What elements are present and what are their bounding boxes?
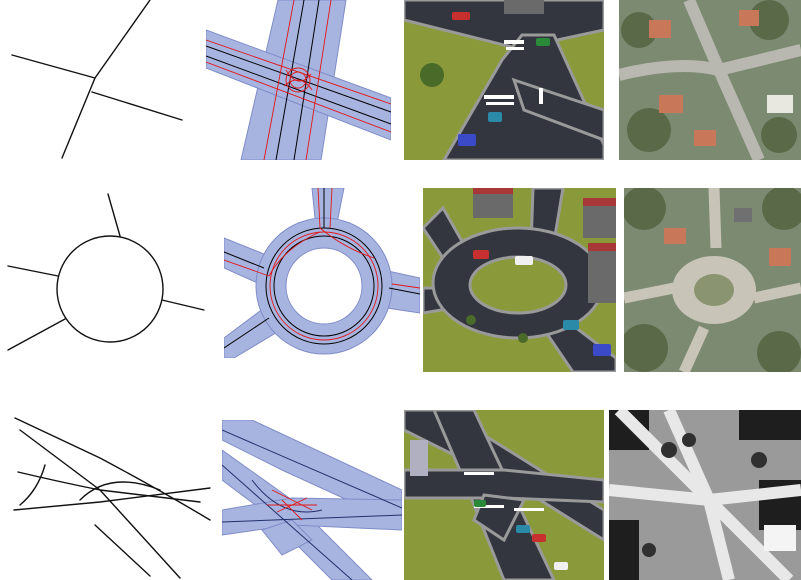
render-car-red (532, 534, 546, 542)
intersection-sketch (11, 0, 183, 159)
intersection-3d-render (404, 0, 604, 160)
render-building (410, 440, 428, 476)
render-crosswalks (484, 40, 543, 105)
sketch-road-diagonal (61, 0, 151, 159)
interchange-sketch-panel (0, 410, 214, 580)
roundabout-3d-panel (423, 188, 616, 372)
render-car-white (515, 256, 533, 265)
render-car-cyan (563, 320, 579, 330)
aerial-houses (649, 10, 759, 146)
sketch-road-east (91, 91, 183, 121)
intersection-network-panel (206, 0, 391, 160)
sketch-road-4 (13, 487, 211, 511)
render-roads (404, 0, 604, 160)
render-car-red (473, 250, 489, 259)
aerial-roundabout-island (694, 274, 734, 306)
interchange-3d-render (404, 410, 604, 580)
render-car-red (452, 12, 470, 20)
interchange-network (222, 420, 402, 580)
aerial-roads (609, 410, 801, 580)
sketch-arm-east (161, 299, 205, 311)
roundabout-3d-render (423, 188, 616, 372)
sketch-ramp-2 (79, 481, 161, 501)
sketch-road-2 (19, 429, 181, 579)
sketch-road-3 (17, 471, 201, 503)
network-roundabout-island (285, 247, 363, 325)
aerial-houses (664, 208, 791, 266)
render-trees (466, 315, 528, 343)
interchange-aerial-photo-bw (609, 410, 801, 580)
render-tree (420, 63, 444, 87)
network-connector-lines (267, 489, 317, 521)
render-car-blue (458, 134, 476, 146)
render-car-cyan (488, 112, 502, 122)
roundabout-network-panel (224, 188, 420, 358)
intersection-sketch-panel (0, 0, 200, 160)
aerial-building-white (764, 525, 796, 551)
render-building (504, 0, 544, 14)
render-car-green (536, 38, 550, 46)
sketch-arm-west (7, 265, 59, 277)
render-roundabout-island (468, 255, 568, 315)
render-car-white (554, 562, 568, 570)
network-lane-lines (224, 188, 420, 349)
intersection-aerial-photo (619, 0, 801, 160)
render-car-blue (593, 344, 611, 356)
roundabout-aerial-panel (624, 188, 801, 372)
interchange-network-panel (222, 420, 402, 580)
render-car-cyan (516, 525, 530, 533)
roundabout-sketch (7, 193, 205, 351)
render-buildings (473, 188, 616, 303)
render-car-green (474, 500, 486, 507)
network-road-surface (222, 420, 402, 580)
intersection-3d-panel (404, 0, 604, 160)
aerial-roads (624, 188, 801, 372)
sketch-road-west (11, 54, 96, 79)
network-lane-lines (206, 0, 391, 160)
network-connector-lines (206, 0, 391, 160)
aerial-trees (642, 433, 767, 557)
roundabout-sketch-panel (0, 188, 210, 358)
aerial-vegetation (621, 0, 797, 153)
network-connector-lines (224, 188, 420, 341)
aerial-roads (619, 0, 801, 160)
render-crosswalks (464, 472, 544, 511)
network-lane-lines (222, 429, 402, 580)
aerial-vegetation (624, 188, 801, 372)
interchange-3d-panel (404, 410, 604, 580)
intersection-network (206, 0, 391, 160)
roundabout-network (224, 188, 420, 358)
interchange-aerial-panel (609, 410, 801, 580)
aerial-house-white (767, 95, 793, 113)
sketch-arm-north (107, 193, 121, 237)
intersection-aerial-panel (619, 0, 801, 160)
sketch-roundabout-ring (56, 235, 164, 343)
sketch-ramp-1 (19, 464, 46, 506)
roundabout-aerial-photo (624, 188, 801, 372)
sketch-arm-southwest (7, 318, 66, 351)
interchange-sketch (13, 417, 211, 579)
sketch-road-5 (94, 524, 151, 577)
